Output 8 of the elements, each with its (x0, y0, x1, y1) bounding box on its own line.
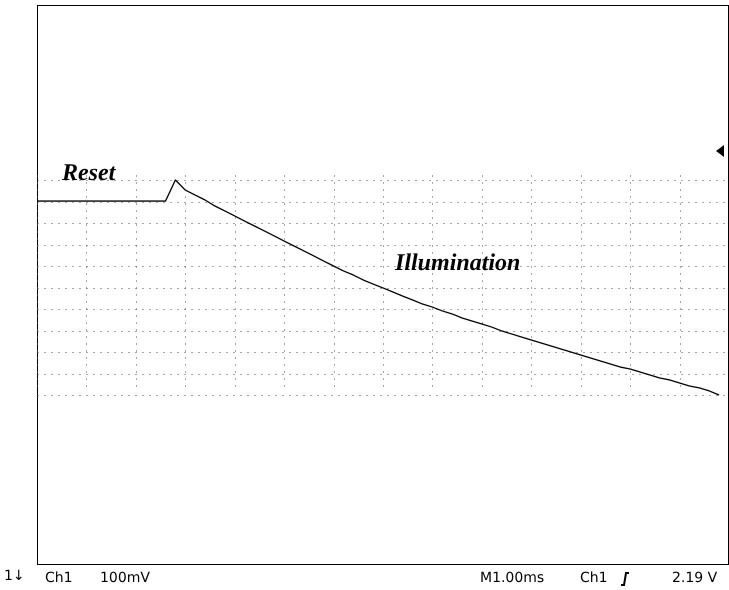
text: 1↓ (4, 568, 25, 584)
text: 2.19 V (672, 570, 718, 586)
annotation: Reset (62, 160, 116, 187)
text: M1.00ms (480, 570, 544, 586)
text: Ch1 (580, 570, 608, 586)
text: 100mV (100, 570, 150, 586)
text: Ch1 (45, 570, 73, 586)
annotation: Illumination (395, 250, 520, 277)
